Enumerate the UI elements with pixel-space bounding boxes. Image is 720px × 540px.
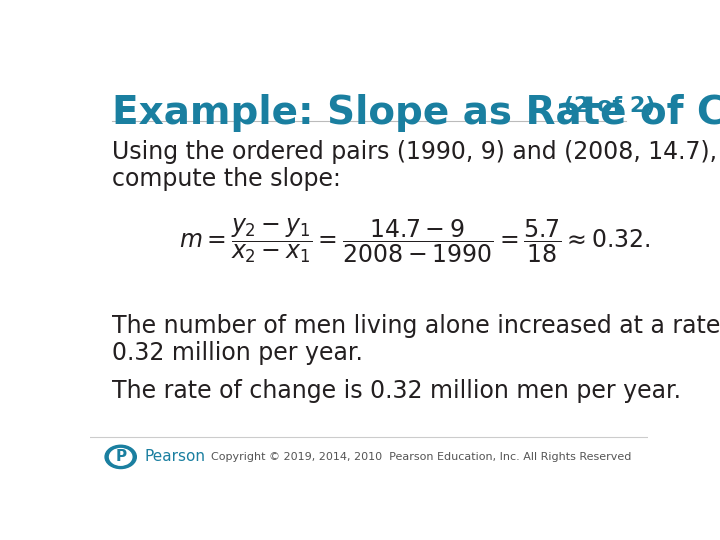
Text: P: P bbox=[115, 449, 126, 464]
Text: $m = \dfrac{y_2 - y_1}{x_2 - x_1} = \dfrac{14.7 - 9}{2008 - 1990} = \dfrac{5.7}{: $m = \dfrac{y_2 - y_1}{x_2 - x_1} = \dfr… bbox=[179, 217, 651, 265]
Text: The number of men living alone increased at a rate of: The number of men living alone increased… bbox=[112, 314, 720, 338]
Text: compute the slope:: compute the slope: bbox=[112, 167, 341, 191]
Text: Pearson: Pearson bbox=[145, 449, 206, 464]
Text: 0.32 million per year.: 0.32 million per year. bbox=[112, 341, 363, 365]
Circle shape bbox=[105, 446, 136, 469]
Text: The rate of change is 0.32 million men per year.: The rate of change is 0.32 million men p… bbox=[112, 379, 681, 403]
Circle shape bbox=[109, 449, 132, 465]
Text: Example: Slope as Rate of Change: Example: Slope as Rate of Change bbox=[112, 94, 720, 132]
Text: (2 of 2): (2 of 2) bbox=[557, 96, 656, 116]
Text: Using the ordered pairs (1990, 9) and (2008, 14.7), we: Using the ordered pairs (1990, 9) and (2… bbox=[112, 140, 720, 164]
Text: Copyright © 2019, 2014, 2010  Pearson Education, Inc. All Rights Reserved: Copyright © 2019, 2014, 2010 Pearson Edu… bbox=[211, 452, 631, 462]
